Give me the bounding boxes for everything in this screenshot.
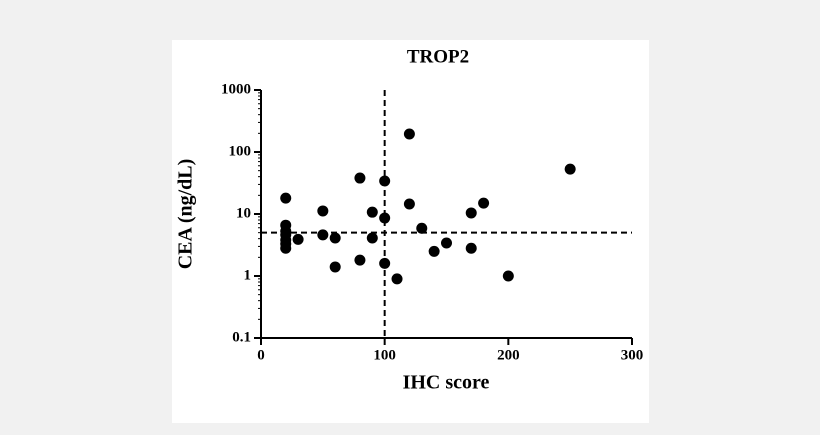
- point: [564, 163, 576, 175]
- y-axis-label: CEA (ng/dL): [175, 159, 197, 270]
- x-tick-label: 200: [497, 347, 520, 363]
- y-tick-label: 0.1: [232, 329, 251, 345]
- point: [354, 172, 366, 184]
- point: [403, 198, 415, 210]
- point: [354, 254, 366, 266]
- point: [465, 207, 477, 219]
- point: [329, 261, 341, 273]
- point: [280, 192, 292, 204]
- point: [478, 197, 490, 209]
- x-axis-label: IHC score: [403, 372, 490, 394]
- x-tick-label: 0: [257, 347, 265, 363]
- chart-title: TROP2: [407, 46, 469, 67]
- point: [292, 233, 304, 245]
- point: [465, 242, 477, 254]
- point: [441, 237, 452, 249]
- point: [280, 242, 292, 254]
- point: [502, 270, 514, 282]
- point: [366, 232, 378, 244]
- point: [416, 222, 428, 234]
- y-tick-label: 100: [229, 143, 252, 159]
- point: [317, 229, 329, 241]
- x-tick-label: 300: [621, 347, 644, 363]
- point: [391, 273, 403, 285]
- point: [428, 245, 440, 257]
- point: [379, 257, 391, 269]
- point: [366, 206, 378, 218]
- point: [317, 205, 329, 217]
- point: [329, 232, 341, 244]
- point: [403, 128, 415, 140]
- y-tick-label: 1: [244, 267, 252, 283]
- y-tick-label: 1000: [221, 81, 251, 97]
- point: [379, 212, 391, 224]
- x-tick-label: 100: [373, 347, 396, 363]
- y-tick-label: 10: [236, 205, 251, 221]
- point: [379, 175, 391, 187]
- chart-panel: [172, 40, 649, 423]
